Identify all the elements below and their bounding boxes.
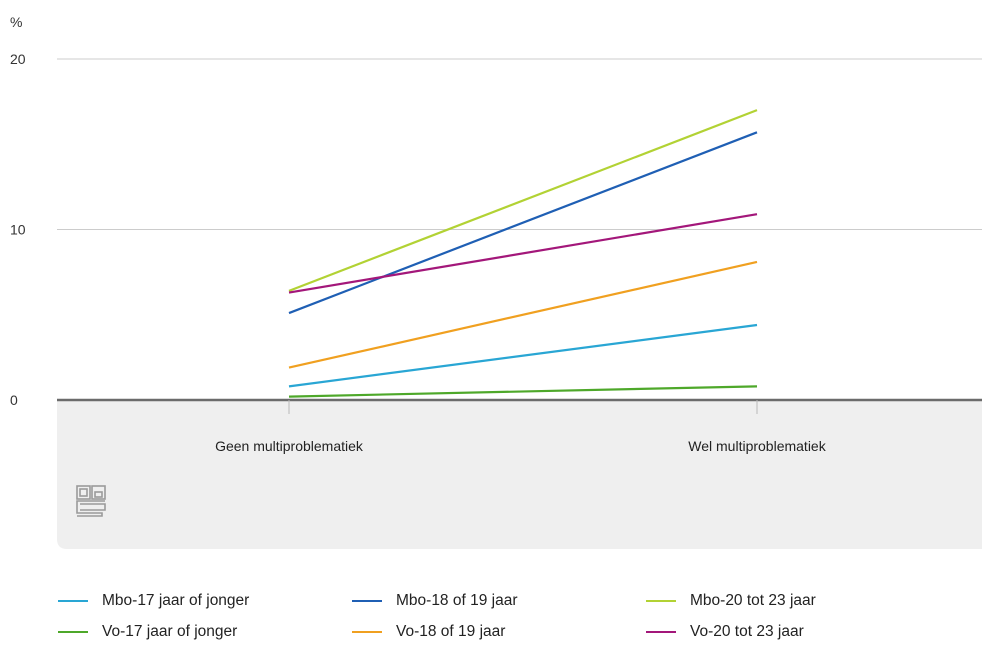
legend-item[interactable]: Mbo-20 tot 23 jaar — [646, 588, 816, 614]
legend-item[interactable]: Vo-18 of 19 jaar — [352, 619, 505, 645]
legend-swatch — [352, 631, 382, 633]
legend-label: Mbo-17 jaar of jonger — [102, 592, 250, 609]
x-category-label: Geen multiproblematiek — [215, 438, 364, 454]
legend-item[interactable]: Mbo-18 of 19 jaar — [352, 588, 518, 614]
legend-swatch — [352, 600, 382, 602]
series-line — [288, 260, 758, 369]
gridlines — [57, 58, 982, 230]
series-line — [288, 213, 758, 294]
series-lines — [288, 109, 758, 398]
y-tick-label: 0 — [10, 392, 18, 408]
chart: % 0 10 20 Geen multiproblematiek Wel multip… — [10, 14, 982, 549]
legend-label: Vo-20 tot 23 jaar — [690, 623, 804, 640]
series-line — [288, 385, 758, 398]
legend-swatch — [58, 600, 88, 602]
legend-label: Vo-18 of 19 jaar — [396, 623, 506, 640]
legend-item[interactable]: Vo-20 tot 23 jaar — [646, 619, 804, 645]
legend-swatch — [646, 600, 676, 602]
y-tick-label: 20 — [10, 51, 26, 67]
series-line — [288, 131, 758, 315]
x-axis: Geen multiproblematiek Wel multiproblemat… — [57, 398, 982, 454]
legend-label: Mbo-20 tot 23 jaar — [690, 592, 816, 609]
y-tick-label: 10 — [10, 222, 26, 238]
series-line — [288, 323, 758, 388]
legend-item[interactable]: Mbo-17 jaar of jonger — [58, 588, 249, 614]
legend-swatch — [58, 631, 88, 633]
category-axis-panel — [57, 400, 982, 549]
legend-label: Vo-17 jaar of jonger — [102, 623, 238, 640]
legend-label: Mbo-18 of 19 jaar — [396, 592, 518, 609]
legend-swatch — [646, 631, 676, 633]
x-category-label: Wel multiproblematiek — [688, 438, 826, 454]
legend-item[interactable]: Vo-17 jaar of jonger — [58, 619, 237, 645]
y-axis-ticks: 0 10 20 — [10, 51, 26, 408]
series-line — [288, 109, 758, 292]
y-unit-label: % — [10, 14, 22, 30]
cbs-logo-icon — [76, 485, 106, 517]
